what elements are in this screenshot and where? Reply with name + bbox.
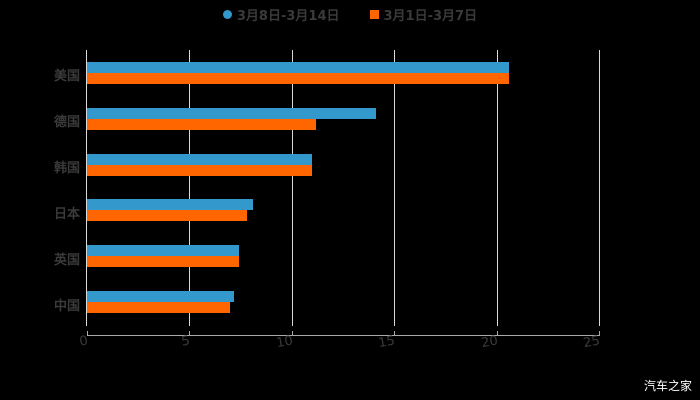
category-label: 日本 (53, 207, 80, 222)
category-label: 中国 (53, 299, 80, 314)
x-tick-label: 10 (275, 333, 295, 352)
legend-item-series-1[interactable]: 3月8日-3月14日 (222, 4, 340, 24)
gridline (497, 50, 498, 326)
bar[interactable] (87, 62, 509, 73)
gridline (189, 50, 190, 326)
gridline (292, 50, 293, 326)
bar[interactable] (87, 119, 317, 130)
x-tick (189, 331, 190, 336)
bar[interactable] (87, 199, 253, 210)
watermark-text: 汽车之家 (643, 379, 692, 393)
legend-square-icon (369, 9, 379, 19)
x-tick (394, 331, 395, 336)
x-axis-line (87, 335, 600, 336)
bar[interactable] (87, 165, 313, 176)
legend-label: 3月1日-3月7日 (383, 8, 478, 24)
x-tick-label: 20 (480, 333, 500, 352)
category-label: 德国 (53, 115, 80, 130)
category-label: 英国 (53, 253, 80, 268)
legend-label: 3月8日-3月14日 (236, 8, 340, 24)
x-tick (599, 331, 600, 336)
bar[interactable] (87, 256, 239, 267)
chart-legend: 3月8日-3月14日 3月1日-3月7日 (0, 4, 700, 24)
x-tick-label: 0 (78, 333, 90, 350)
gridline (599, 50, 600, 326)
legend-item-series-2[interactable]: 3月1日-3月7日 (369, 4, 478, 24)
x-tick-label: 15 (377, 333, 397, 352)
x-tick (292, 331, 293, 336)
category-label: 美国 (53, 69, 80, 84)
bar[interactable] (87, 154, 313, 165)
bar[interactable] (87, 302, 231, 313)
y-axis-line (86, 50, 87, 326)
bar[interactable] (87, 73, 509, 84)
gridline (394, 50, 395, 326)
bar[interactable] (87, 291, 235, 302)
bar[interactable] (87, 108, 376, 119)
x-tick (497, 331, 498, 336)
x-tick-label: 5 (180, 333, 192, 350)
category-label: 韩国 (53, 161, 80, 176)
legend-circle-icon (222, 9, 232, 19)
x-tick-label: 25 (582, 333, 602, 352)
bar[interactable] (87, 210, 247, 221)
bar[interactable] (87, 245, 239, 256)
x-tick (87, 331, 88, 336)
